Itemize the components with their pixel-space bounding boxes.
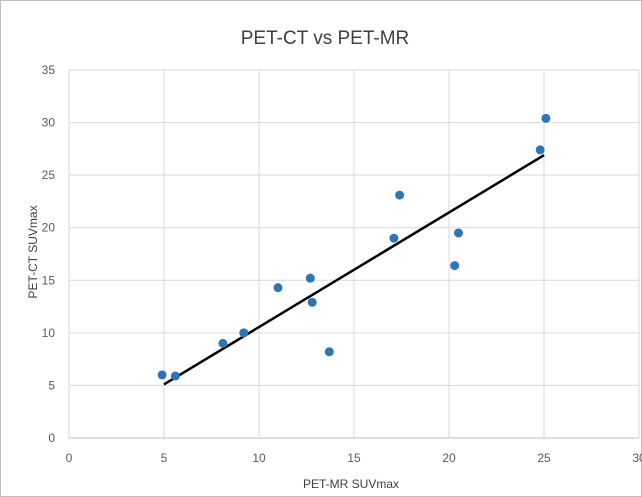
y-tick-label: 25 bbox=[42, 168, 56, 182]
data-point bbox=[307, 297, 317, 307]
data-point bbox=[541, 113, 551, 123]
y-tick-label: 35 bbox=[42, 63, 56, 77]
grid bbox=[68, 69, 640, 439]
x-tick-label: 30 bbox=[632, 451, 642, 465]
data-point bbox=[324, 347, 334, 357]
y-tick-label: 20 bbox=[42, 221, 56, 235]
data-point bbox=[273, 283, 283, 293]
x-tick-label: 20 bbox=[442, 451, 456, 465]
x-tick-label: 25 bbox=[537, 451, 551, 465]
y-tick-label: 30 bbox=[42, 116, 56, 130]
trendline bbox=[163, 154, 545, 386]
data-point bbox=[535, 145, 545, 155]
data-point bbox=[218, 338, 228, 348]
data-point bbox=[170, 371, 180, 381]
data-point bbox=[239, 328, 249, 338]
data-point bbox=[305, 273, 315, 283]
x-tick-label: 10 bbox=[252, 451, 266, 465]
data-point bbox=[395, 190, 405, 200]
tick-labels: 0 5 10 15 20 25 30 35 0 5 10 15 20 25 30 bbox=[42, 63, 642, 465]
data-points bbox=[157, 113, 551, 381]
chart-title: PET-CT vs PET-MR bbox=[241, 28, 410, 49]
x-axis-label: PET-MR SUVmax bbox=[303, 477, 399, 491]
y-axis-label: PET-CT SUVmax bbox=[26, 205, 40, 298]
data-point bbox=[389, 233, 399, 243]
x-tick-label: 15 bbox=[347, 451, 361, 465]
y-tick-label: 15 bbox=[42, 273, 56, 287]
data-point bbox=[450, 261, 460, 271]
y-tick-label: 0 bbox=[48, 431, 55, 445]
x-tick-label: 5 bbox=[161, 451, 168, 465]
data-point bbox=[454, 228, 463, 238]
y-tick-label: 5 bbox=[48, 378, 55, 392]
y-tick-label: 10 bbox=[42, 326, 56, 340]
data-point bbox=[157, 370, 167, 380]
x-tick-label: 0 bbox=[66, 451, 73, 465]
